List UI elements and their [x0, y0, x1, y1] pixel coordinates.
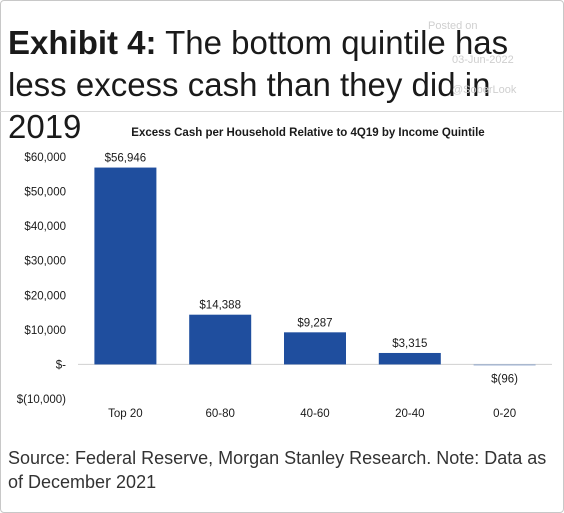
y-tick-label: $20,000: [24, 290, 66, 302]
x-tick-label: 60-80: [205, 408, 234, 420]
bar: [189, 314, 252, 365]
bar-chart: Excess Cash per Household Relative to 4Q…: [17, 127, 552, 420]
data-label: $9,287: [297, 317, 332, 329]
header-divider: [0, 111, 562, 112]
watermark-posted: Posted on: [428, 20, 478, 32]
x-tick-label: 20-40: [395, 408, 424, 420]
data-label: $(96): [491, 373, 518, 385]
chart-title: Excess Cash per Household Relative to 4Q…: [131, 127, 484, 139]
bar-series: $56,946 $14,388 $9,287 $3,315 $(96): [78, 153, 552, 385]
y-tick-label: $10,000: [24, 325, 66, 337]
y-tick-label: $(10,000): [17, 394, 66, 406]
watermark-date: 03-Jun-2022: [452, 54, 514, 66]
y-axis: $60,000 $50,000 $40,000 $30,000 $20,000 $10,0…: [17, 152, 66, 406]
x-tick-label: 40-60: [300, 408, 329, 420]
data-label: $56,946: [105, 153, 147, 165]
x-tick-label: 0-20: [493, 408, 516, 420]
data-label: $14,388: [199, 300, 241, 312]
y-tick-label: $-: [56, 359, 66, 371]
bar: [378, 352, 441, 365]
y-tick-label: $50,000: [24, 187, 66, 199]
exhibit-headline: Exhibit 4: The bottom quintile has less …: [8, 22, 558, 148]
y-tick-label: $40,000: [24, 221, 66, 233]
y-tick-label: $60,000: [24, 152, 66, 164]
bar: [473, 364, 536, 366]
bar: [284, 332, 346, 365]
data-label: $3,315: [392, 338, 427, 350]
y-tick-label: $30,000: [24, 256, 66, 268]
bar: [94, 167, 157, 365]
source-note: Source: Federal Reserve, Morgan Stanley …: [8, 448, 547, 492]
exhibit-title: The bottom quintile has less excess cash…: [8, 24, 509, 145]
watermark-handle: @SoberLook: [452, 84, 517, 96]
x-tick-label: Top 20: [108, 408, 143, 420]
x-axis: Top 20 60-80 40-60 20-40 0-20: [108, 408, 516, 420]
exhibit-label: Exhibit 4:: [8, 24, 157, 61]
